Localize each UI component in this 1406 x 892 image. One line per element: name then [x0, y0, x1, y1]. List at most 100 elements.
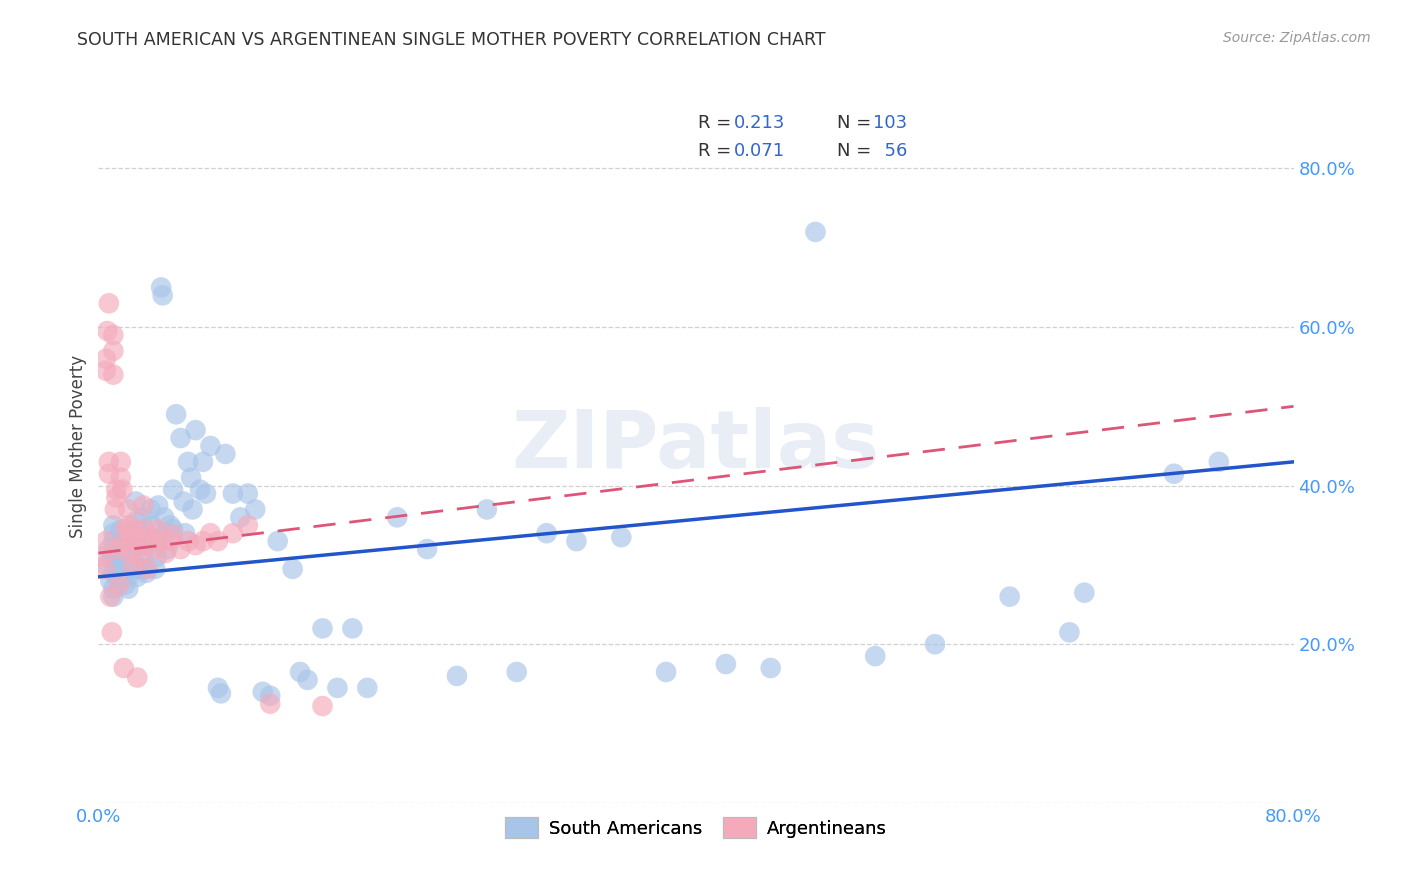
Point	[125, 530, 148, 544]
Point	[97, 542, 120, 557]
Point	[139, 502, 162, 516]
Point	[150, 534, 173, 549]
Text: 0.071: 0.071	[734, 142, 786, 160]
Point	[188, 483, 211, 497]
Point	[103, 328, 125, 343]
Point	[108, 578, 131, 592]
Point	[252, 685, 274, 699]
Point	[121, 562, 143, 576]
Point	[156, 542, 179, 557]
Point	[165, 407, 187, 421]
Point	[97, 467, 120, 481]
Point	[91, 549, 114, 564]
Point	[98, 590, 122, 604]
Point	[132, 510, 155, 524]
Point	[114, 522, 136, 536]
Point	[145, 549, 167, 564]
Point	[416, 542, 439, 557]
Point	[97, 455, 120, 469]
Point	[121, 558, 143, 572]
Point	[124, 522, 146, 536]
Point	[129, 562, 152, 576]
Point	[222, 486, 245, 500]
Legend: South Americans, Argentineans: South Americans, Argentineans	[496, 808, 896, 847]
Point	[110, 522, 132, 536]
Point	[105, 549, 128, 564]
Point	[97, 296, 120, 310]
Point	[610, 530, 633, 544]
Point	[148, 499, 170, 513]
Point	[129, 549, 152, 564]
Point	[93, 562, 115, 576]
Point	[150, 280, 173, 294]
Point	[229, 510, 252, 524]
Point	[141, 518, 163, 533]
Text: R =: R =	[699, 142, 737, 160]
Point	[143, 562, 166, 576]
Point	[117, 518, 139, 533]
Point	[311, 699, 333, 714]
Point	[128, 534, 150, 549]
Point	[191, 534, 214, 549]
Point	[1073, 585, 1095, 599]
Point	[111, 483, 134, 497]
Point	[120, 526, 142, 541]
Point	[112, 554, 135, 568]
Point	[112, 661, 135, 675]
Point	[865, 649, 887, 664]
Point	[267, 534, 290, 549]
Point	[200, 526, 222, 541]
Point	[125, 558, 148, 572]
Point	[135, 566, 157, 580]
Point	[103, 566, 125, 580]
Point	[565, 534, 588, 549]
Point	[115, 562, 138, 576]
Point	[342, 621, 364, 635]
Point	[117, 530, 139, 544]
Point	[127, 671, 149, 685]
Point	[162, 522, 184, 536]
Text: N =: N =	[837, 114, 877, 132]
Point	[714, 657, 737, 671]
Point	[101, 625, 124, 640]
Point	[177, 455, 200, 469]
Point	[107, 562, 129, 576]
Point	[356, 681, 378, 695]
Point	[125, 542, 148, 557]
Point	[103, 590, 125, 604]
Point	[281, 562, 304, 576]
Point	[132, 562, 155, 576]
Point	[134, 530, 156, 544]
Point	[103, 518, 125, 533]
Point	[134, 522, 156, 536]
Y-axis label: Single Mother Poverty: Single Mother Poverty	[69, 354, 87, 538]
Point	[288, 665, 311, 679]
Text: Source: ZipAtlas.com: Source: ZipAtlas.com	[1223, 31, 1371, 45]
Point	[112, 538, 135, 552]
Point	[159, 518, 181, 533]
Point	[998, 590, 1021, 604]
Point	[162, 528, 184, 542]
Text: 56: 56	[873, 142, 907, 160]
Point	[177, 534, 200, 549]
Point	[110, 471, 132, 485]
Point	[311, 621, 333, 635]
Point	[120, 546, 142, 560]
Point	[103, 582, 125, 596]
Point	[98, 574, 122, 588]
Point	[111, 566, 134, 580]
Point	[297, 673, 319, 687]
Point	[118, 530, 141, 544]
Text: SOUTH AMERICAN VS ARGENTINEAN SINGLE MOTHER POVERTY CORRELATION CHART: SOUTH AMERICAN VS ARGENTINEAN SINGLE MOT…	[77, 31, 825, 49]
Point	[110, 546, 132, 560]
Point	[110, 455, 132, 469]
Point	[152, 288, 174, 302]
Point	[159, 534, 181, 549]
Point	[136, 538, 159, 552]
Point	[191, 455, 214, 469]
Point	[94, 364, 117, 378]
Point	[110, 534, 132, 549]
Point	[1208, 455, 1230, 469]
Point	[132, 499, 155, 513]
Point	[1163, 467, 1185, 481]
